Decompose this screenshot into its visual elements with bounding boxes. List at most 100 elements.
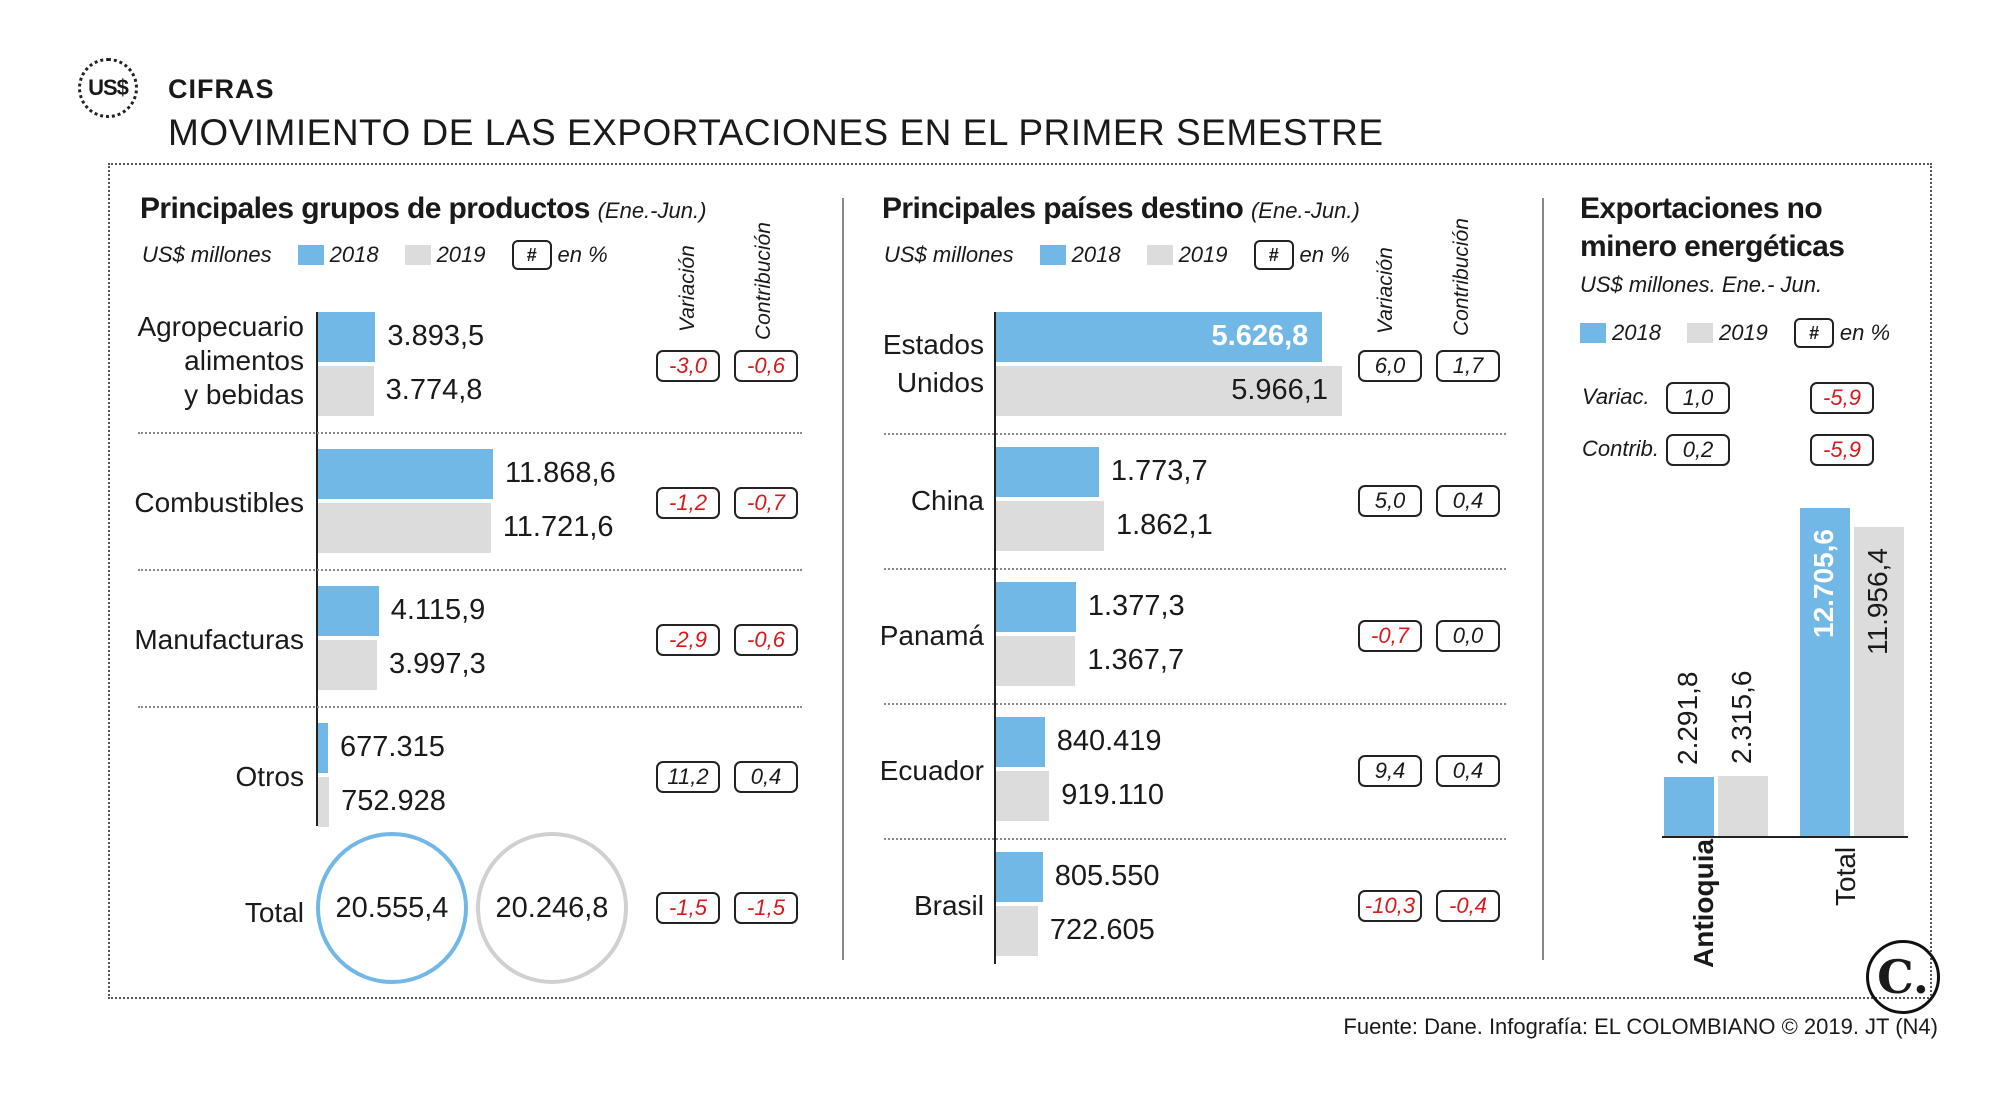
contribution-header: Contribución <box>1450 218 1473 336</box>
bar-2019 <box>318 503 491 553</box>
value-2019: 919.110 <box>1061 779 1164 811</box>
value-2018: 11.868,6 <box>505 457 616 489</box>
vbar-value-2019: 2.315,6 <box>1726 670 1757 765</box>
value-2018: 3.893,5 <box>387 320 485 352</box>
value-2019: 1.862,1 <box>1115 509 1213 541</box>
legend-swatch-2019 <box>1146 245 1173 265</box>
row-separator <box>138 569 802 571</box>
variation-value: 5,0 <box>1358 485 1422 517</box>
contribution-value: -0,6 <box>734 350 798 382</box>
bar-2018 <box>318 312 376 362</box>
contrib-label: Contrib. <box>1582 436 1660 461</box>
total-2018-circle: 20.555,4 <box>316 832 468 984</box>
category-total: Total <box>1830 846 1861 906</box>
vbar-2018 <box>1664 776 1714 836</box>
source-note: Fuente: Dane. Infografía: EL COLOMBIANO … <box>1343 1014 1938 1039</box>
bar-2019 <box>318 366 374 416</box>
bar-2019 <box>996 501 1104 551</box>
legend-swatch-2018 <box>1580 323 1606 343</box>
variation-value: -2,9 <box>656 624 720 656</box>
legend-2019: 2019 <box>1718 320 1768 345</box>
vbar-value-2019: 11.956,4 <box>1862 548 1893 656</box>
country-label: Panamá <box>879 620 984 651</box>
vbar-2018 <box>1800 508 1850 836</box>
row-separator <box>138 706 802 708</box>
total-variac: -5,9 <box>1810 382 1874 414</box>
variation-header: Variación <box>1374 247 1397 334</box>
contribution-value: -0,7 <box>734 487 798 519</box>
antioquia-contrib: 0,2 <box>1666 434 1730 466</box>
row-separator <box>138 432 802 434</box>
column-divider <box>1542 198 1544 960</box>
nonmining-title: Exportaciones no minero energéticas <box>1580 192 1845 263</box>
legend-swatch-2019 <box>404 245 431 265</box>
legend-swatch-2019 <box>1686 323 1713 343</box>
legend-2018: 2018 <box>329 242 379 267</box>
contribution-header: Contribución <box>752 222 775 340</box>
variac-label: Variac. <box>1582 384 1650 409</box>
vbar-value-2018: 12.705,6 <box>1808 529 1839 638</box>
row-separator <box>884 568 1506 570</box>
row-separator <box>884 703 1506 705</box>
vbar-2019 <box>1854 527 1904 836</box>
variation-value: 11,2 <box>656 761 720 793</box>
contribution-value: 0,4 <box>1436 755 1500 787</box>
variation-value: -10,3 <box>1358 890 1422 922</box>
legend-unit: US$ millones <box>142 242 272 267</box>
vbar-2019 <box>1718 776 1768 836</box>
total-contribution: -1,5 <box>734 892 798 924</box>
products-title: Principales grupos de productos (Ene.-Ju… <box>140 192 707 225</box>
value-2019: 752.928 <box>341 785 446 817</box>
legend-2019: 2019 <box>436 242 486 267</box>
bar-2019 <box>318 640 377 690</box>
countries-title: Principales países destino (Ene.-Jun.) <box>882 192 1360 225</box>
bar-2018 <box>996 852 1043 902</box>
page-title: MOVIMIENTO DE LAS EXPORTACIONES EN EL PR… <box>168 112 1384 153</box>
category-label: Agropecuario alimentos y bebidas <box>137 311 304 410</box>
hash-icon: # <box>1253 240 1294 270</box>
value-2018: 677.315 <box>340 731 445 763</box>
bar-2019 <box>996 906 1038 956</box>
legend-pct: en % <box>1839 320 1891 345</box>
hash-icon: # <box>511 240 552 270</box>
legend-2018: 2018 <box>1071 242 1121 267</box>
legend-pct: en % <box>1299 242 1350 267</box>
countries-legend: US$ millones 2018 2019 # en % <box>884 240 1350 270</box>
variation-header: Variación <box>676 245 699 332</box>
antioquia-variac: 1,0 <box>1666 382 1730 414</box>
bar-2018 <box>318 449 493 499</box>
el-colombiano-logo-icon: C. <box>1866 940 1940 1014</box>
total-variation: -1,5 <box>656 892 720 924</box>
value-2018: 4.115,9 <box>390 594 486 626</box>
nonmining-baseline <box>1662 836 1908 838</box>
category-label: Otros <box>235 761 304 792</box>
hash-icon: # <box>1793 318 1834 348</box>
bar-2018 <box>318 723 328 773</box>
total-label: Total <box>244 897 304 928</box>
nonmining-unit: US$ millones. Ene.- Jun. <box>1580 272 1823 297</box>
legend-unit: US$ millones <box>884 242 1014 267</box>
bar-2018 <box>996 312 1323 362</box>
contribution-value: -0,4 <box>1436 890 1500 922</box>
contribution-value: 0,4 <box>1436 485 1500 517</box>
bar-2019 <box>996 366 1342 416</box>
category-antioquia: Antioquia <box>1688 838 1719 968</box>
variation-value: -0,7 <box>1358 620 1422 652</box>
category-label: Combustibles <box>134 487 304 518</box>
bar-2018 <box>996 717 1045 767</box>
row-separator <box>884 838 1506 840</box>
value-2019: 3.997,3 <box>388 648 486 680</box>
contribution-value: 1,7 <box>1436 350 1500 382</box>
infographic-frame <box>108 163 1932 999</box>
legend-2018: 2018 <box>1612 320 1661 345</box>
bar-2019 <box>996 771 1050 821</box>
value-2018: 1.773,7 <box>1110 455 1208 487</box>
value-2019: 5.966,1 <box>1231 374 1328 406</box>
products-legend: US$ millones 2018 2019 # en % <box>142 240 608 270</box>
countries-axis <box>994 312 996 964</box>
column-divider <box>842 198 844 960</box>
legend-2019: 2019 <box>1178 242 1228 267</box>
variation-value: 9,4 <box>1358 755 1422 787</box>
legend-swatch-2018 <box>297 245 324 265</box>
kicker-label: CIFRAS <box>168 74 275 104</box>
